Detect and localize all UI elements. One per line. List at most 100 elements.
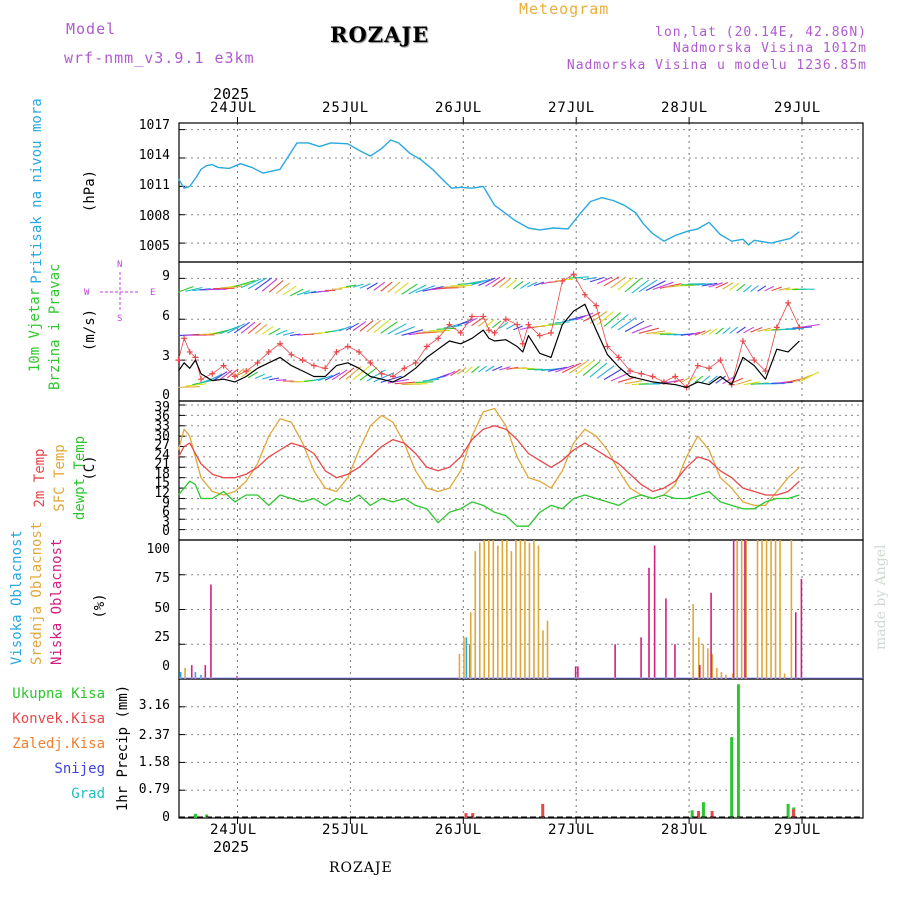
model-name: wrf-nmm_v3.9.1 e3km bbox=[64, 49, 255, 67]
wind-arrow bbox=[603, 368, 623, 381]
ytick-temp: 6 bbox=[162, 505, 170, 520]
wind-arrow bbox=[492, 365, 503, 372]
wind-arrow bbox=[359, 367, 378, 381]
wind-arrow bbox=[387, 281, 401, 293]
wind-arrow bbox=[492, 277, 506, 288]
precip-legend-grad: Grad bbox=[71, 786, 105, 802]
wind-arrow bbox=[380, 321, 398, 334]
compass-n: N bbox=[117, 260, 123, 270]
ytick-precip: 1.58 bbox=[138, 755, 170, 770]
wind-arrow bbox=[485, 365, 495, 372]
meteogram-title: Meteogram bbox=[519, 0, 610, 18]
ytick-wind: 6 bbox=[162, 309, 170, 324]
wind-arrow bbox=[750, 326, 763, 333]
day-label-top: 25JUL bbox=[322, 100, 370, 116]
wind-arrow bbox=[757, 285, 767, 292]
ytick-cloud: 25 bbox=[154, 630, 170, 645]
wind-arrow bbox=[282, 285, 297, 296]
wind-arrow bbox=[450, 368, 461, 377]
wind-arrow bbox=[785, 288, 799, 291]
wind-arrow bbox=[513, 280, 524, 290]
wind-arrow bbox=[624, 278, 642, 293]
wind-arrow bbox=[617, 376, 637, 383]
wind-arrow bbox=[338, 325, 352, 332]
wind-arrow bbox=[561, 362, 582, 374]
gust-marker bbox=[175, 357, 182, 364]
wind-arrow bbox=[743, 326, 754, 334]
temp2m-line bbox=[177, 425, 800, 496]
wind-arrow bbox=[778, 287, 791, 291]
wind-arrow bbox=[373, 372, 395, 383]
wind-arrow bbox=[506, 279, 518, 289]
wind-arrow bbox=[478, 318, 489, 327]
wind-arrow bbox=[261, 278, 278, 292]
precip-legend-snow: Snijeg bbox=[54, 761, 105, 777]
wind-arrow bbox=[324, 372, 341, 381]
day-label-bottom: 29JUL bbox=[774, 822, 822, 838]
panel-frame bbox=[178, 678, 864, 819]
wind-arrow bbox=[617, 316, 637, 331]
wind-arrow bbox=[366, 282, 378, 290]
model-label: Model bbox=[66, 20, 117, 38]
wind-arrow bbox=[366, 319, 382, 333]
wind-arrow bbox=[352, 321, 367, 332]
wind-arrow bbox=[582, 311, 601, 323]
station-title: ROZAJE bbox=[330, 22, 430, 47]
wind-arrow bbox=[220, 325, 240, 335]
wind-arrow bbox=[659, 283, 682, 289]
wind-arrow bbox=[247, 322, 262, 334]
wind-arrow bbox=[527, 281, 538, 288]
ytick-temp: 0 bbox=[162, 524, 170, 539]
wind-arrow bbox=[603, 312, 621, 328]
wind-arrow bbox=[645, 280, 666, 292]
wind-arrow bbox=[499, 277, 512, 288]
wind-arrow bbox=[373, 320, 390, 334]
sfc-temp-line bbox=[177, 407, 800, 507]
wind-arrow bbox=[485, 319, 495, 328]
wind-arrow bbox=[352, 283, 364, 288]
wind-arrow bbox=[715, 375, 726, 384]
wind-arrow bbox=[701, 282, 718, 287]
precip-bar bbox=[736, 684, 740, 818]
day-label-top: 27JUL bbox=[548, 100, 596, 116]
coords: lon,lat (20.14E, 42.86N) bbox=[655, 25, 867, 40]
wind-arrow bbox=[226, 368, 239, 379]
wind-arrow bbox=[296, 289, 310, 296]
wind-arrow bbox=[185, 383, 207, 387]
wind-arrow bbox=[436, 287, 459, 290]
wind-arrow bbox=[275, 329, 288, 336]
wind-arrow bbox=[575, 360, 594, 375]
ytick-wind: 9 bbox=[162, 269, 170, 284]
wind-arrow bbox=[492, 320, 502, 329]
wind-arrow bbox=[233, 321, 250, 334]
wind-arrow bbox=[534, 325, 546, 328]
wind-arrow bbox=[303, 290, 317, 295]
ytick-temp: 12 bbox=[154, 486, 170, 501]
precip-bar bbox=[710, 810, 714, 818]
wind-arrow bbox=[394, 282, 409, 294]
wind-arrow bbox=[575, 312, 594, 321]
day-label-top: 26JUL bbox=[435, 100, 483, 116]
wind-arrow bbox=[596, 311, 614, 326]
wind-arrow bbox=[478, 365, 487, 373]
wind-arrow bbox=[331, 328, 345, 333]
wind-arrow bbox=[178, 386, 200, 388]
wind-arrow bbox=[457, 367, 467, 375]
ytick-wind: 0 bbox=[162, 388, 170, 403]
average-wind-line bbox=[177, 303, 800, 388]
ytick-temp: 24 bbox=[154, 448, 170, 463]
ytick-temp: 9 bbox=[162, 496, 170, 511]
wind-arrow bbox=[555, 321, 570, 324]
wind-arrow bbox=[645, 330, 666, 335]
ytick-temp: 36 bbox=[154, 409, 170, 424]
wind-arrow bbox=[394, 326, 416, 336]
wind-arrow bbox=[506, 366, 519, 370]
wind-arrow bbox=[485, 276, 501, 287]
wind-arrow bbox=[387, 323, 407, 335]
wind-arrow bbox=[792, 374, 814, 383]
wind-arrow bbox=[694, 375, 704, 383]
ytick-temp: 15 bbox=[154, 476, 170, 491]
wind-arrow bbox=[694, 283, 712, 286]
wind-arrow bbox=[757, 327, 771, 332]
wind-arrow bbox=[569, 315, 586, 321]
